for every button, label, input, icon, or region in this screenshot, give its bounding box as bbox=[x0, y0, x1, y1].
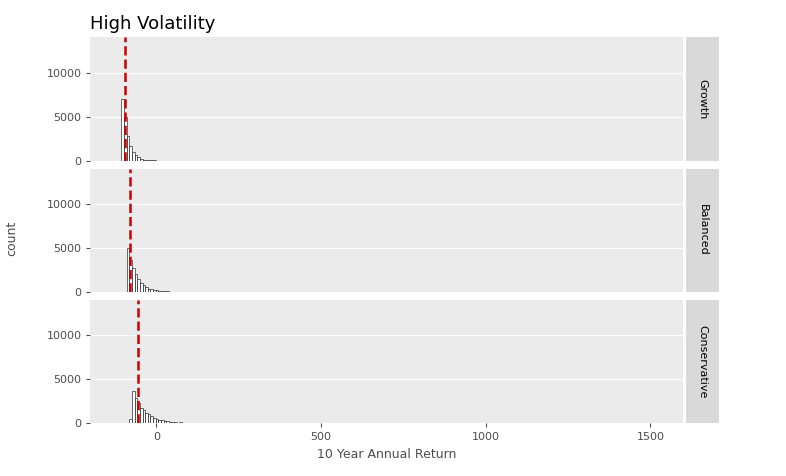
Bar bbox=[140, 407, 142, 424]
Bar bbox=[138, 158, 140, 161]
Bar bbox=[127, 248, 130, 292]
Bar bbox=[148, 288, 150, 292]
Text: High Volatility: High Volatility bbox=[90, 15, 216, 33]
Bar bbox=[148, 160, 150, 161]
Bar bbox=[185, 423, 187, 424]
X-axis label: 10 Year Annual Return: 10 Year Annual Return bbox=[318, 448, 457, 461]
Bar bbox=[142, 286, 145, 292]
Bar bbox=[187, 423, 190, 424]
Bar bbox=[121, 99, 124, 161]
Bar bbox=[127, 136, 130, 161]
Bar bbox=[132, 268, 134, 292]
Bar bbox=[169, 422, 171, 424]
Bar bbox=[166, 421, 169, 424]
Bar bbox=[161, 291, 163, 292]
Bar bbox=[142, 159, 145, 161]
Bar bbox=[148, 415, 150, 424]
Bar bbox=[166, 291, 169, 292]
Bar bbox=[130, 259, 132, 292]
Bar bbox=[130, 146, 132, 161]
Bar bbox=[150, 160, 153, 161]
Bar bbox=[177, 423, 179, 424]
Bar bbox=[132, 152, 134, 161]
Bar bbox=[145, 160, 148, 161]
Bar bbox=[142, 410, 145, 424]
Bar bbox=[134, 155, 138, 161]
Bar bbox=[158, 291, 161, 292]
Bar bbox=[132, 391, 134, 424]
Bar bbox=[134, 398, 138, 424]
Bar bbox=[156, 418, 158, 424]
Bar bbox=[190, 423, 193, 424]
Bar bbox=[150, 289, 153, 292]
Bar bbox=[174, 422, 177, 424]
Bar bbox=[140, 159, 142, 161]
Bar bbox=[138, 403, 140, 424]
Bar bbox=[153, 417, 156, 424]
Bar bbox=[124, 117, 127, 161]
Bar bbox=[150, 416, 153, 424]
Bar bbox=[163, 291, 166, 292]
Bar bbox=[179, 422, 182, 424]
Bar bbox=[193, 423, 195, 424]
Bar bbox=[158, 420, 161, 424]
Bar bbox=[130, 419, 132, 424]
Bar bbox=[145, 287, 148, 292]
Bar bbox=[163, 421, 166, 424]
Bar bbox=[156, 290, 158, 292]
Bar bbox=[134, 274, 138, 292]
Bar bbox=[171, 422, 174, 424]
Bar bbox=[153, 160, 156, 161]
Bar bbox=[140, 283, 142, 292]
Bar bbox=[161, 420, 163, 424]
Bar bbox=[153, 290, 156, 292]
Bar bbox=[145, 413, 148, 424]
Text: count: count bbox=[6, 220, 18, 256]
Bar bbox=[182, 423, 185, 424]
Bar bbox=[138, 279, 140, 292]
